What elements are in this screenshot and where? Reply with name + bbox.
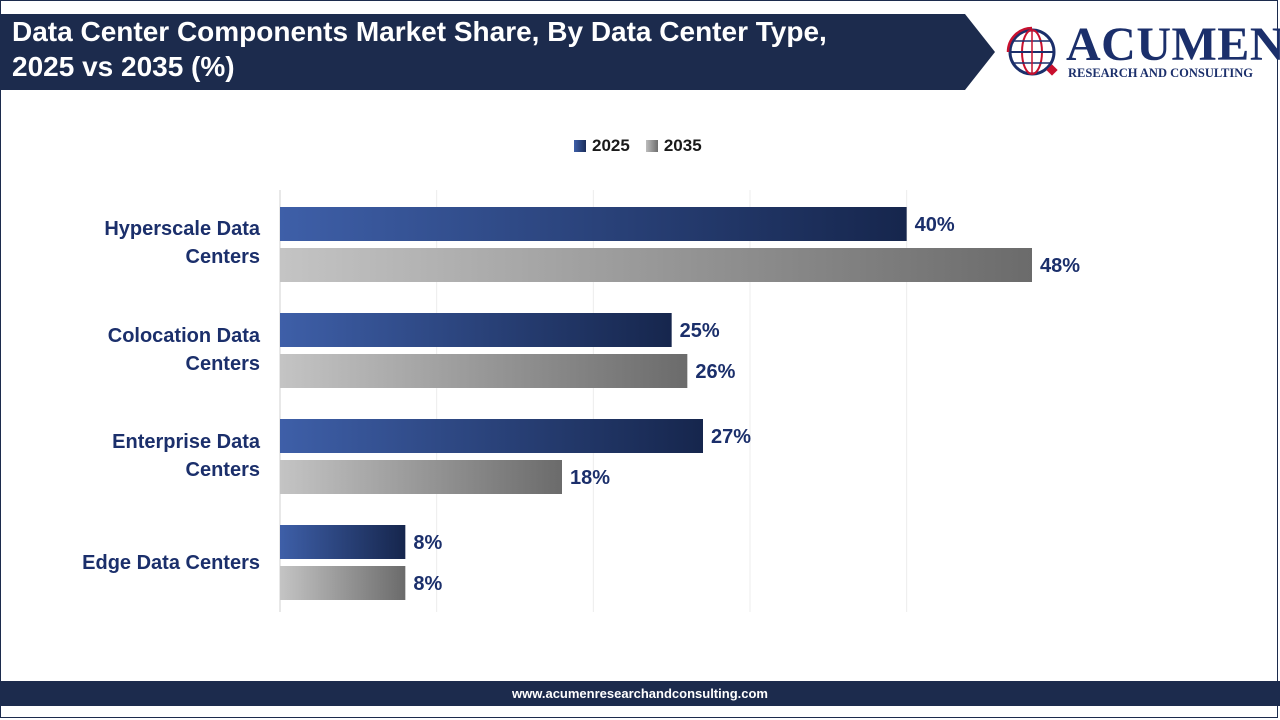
chart-title-line1: Data Center Components Market Share, By …	[12, 16, 827, 47]
data-label-2035-3: 8%	[413, 573, 442, 595]
chart-title: Data Center Components Market Share, By …	[12, 14, 972, 84]
category-label-edge-line1: Edge Data Centers	[82, 552, 260, 574]
logo-name: ACUMEN	[1066, 18, 1280, 71]
category-label-enterprise-line2: Centers	[185, 459, 260, 481]
bar-2035-3	[280, 566, 406, 600]
legend-label-2035: 2035	[663, 136, 702, 155]
data-label-2035-0: 48%	[1040, 255, 1080, 277]
footer-url: www.acumenresearchandconsulting.com	[0, 681, 1280, 706]
title-banner: Data Center Components Market Share, By …	[0, 0, 1000, 92]
category-label-edge: Edge Data Centers	[40, 549, 260, 577]
legend-swatch-2025	[574, 140, 586, 152]
legend-label-2025: 2025	[592, 136, 630, 155]
data-label-2025-3: 8%	[413, 532, 442, 554]
bar-2025-1	[280, 313, 672, 347]
category-label-hyperscale: Hyperscale Data Centers	[40, 215, 260, 271]
company-logo: ACUMEN RESEARCH AND CONSULTING	[1004, 18, 1280, 88]
category-label-enterprise-line1: Enterprise Data	[112, 431, 260, 453]
data-label-2035-2: 18%	[570, 467, 610, 489]
bar-2025-0	[280, 207, 907, 241]
category-label-colocation: Colocation Data Centers	[40, 322, 260, 378]
bar-2025-3	[280, 525, 406, 559]
data-label-2025-0: 40%	[915, 214, 955, 236]
globe-icon	[1006, 26, 1058, 76]
data-label-2035-1: 26%	[695, 361, 735, 383]
legend-item-2025: 2025	[574, 136, 630, 156]
category-label-colocation-line1: Colocation Data	[107, 325, 260, 347]
bar-2035-2	[280, 460, 562, 494]
bar-2035-1	[280, 354, 688, 388]
bar-2025-2	[280, 419, 703, 453]
data-label-2025-2: 27%	[711, 426, 751, 448]
bar-2035-0	[280, 248, 1032, 282]
title-banner-shape	[0, 14, 995, 90]
legend-item-2035: 2035	[645, 136, 702, 156]
data-label-2025-1: 25%	[680, 320, 720, 342]
category-label-hyperscale-line2: Centers	[185, 246, 260, 268]
chart-title-line2: 2025 vs 2035 (%)	[12, 51, 235, 82]
category-label-hyperscale-line1: Hyperscale Data	[104, 218, 260, 240]
legend-swatch-2035	[645, 140, 658, 152]
category-label-colocation-line2: Centers	[185, 353, 260, 375]
legend: 2025 2035	[574, 136, 702, 156]
category-label-enterprise: Enterprise Data Centers	[40, 428, 260, 484]
logo-subtitle: RESEARCH AND CONSULTING	[1068, 66, 1253, 80]
